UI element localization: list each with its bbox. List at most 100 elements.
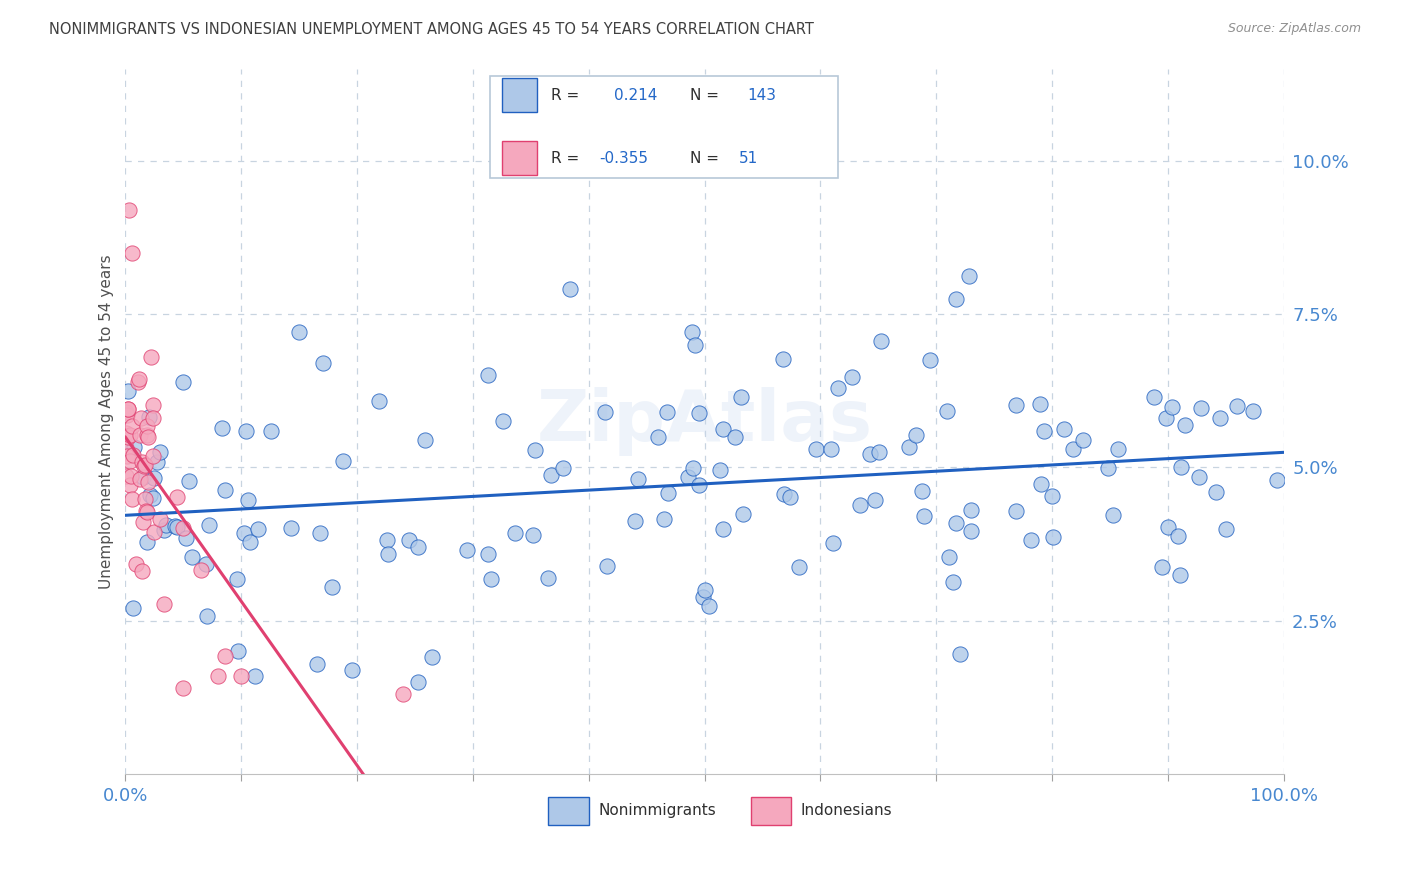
Point [711,523,734,537]
Y-axis label: Unemployment Among Ages 45 to 54 years: Unemployment Among Ages 45 to 54 years [100,254,114,589]
Point [479,572,502,586]
Point [124,440,146,454]
Point [936,404,959,418]
FancyBboxPatch shape [502,141,537,175]
Point [697,599,720,614]
Point [226,644,249,658]
Point [132,470,155,484]
Point [682,326,704,340]
Point [558,282,581,296]
Point [942,574,965,589]
Point [136,430,159,444]
Point [121,245,143,260]
Point [477,368,499,382]
Point [181,549,204,564]
Point [406,540,429,554]
Point [1071,433,1094,447]
Point [115,408,138,422]
Point [132,515,155,529]
Point [898,440,921,454]
Point [1053,422,1076,436]
Point [235,425,257,439]
Point [231,669,253,683]
Text: Nonimmigrants: Nonimmigrants [598,803,716,818]
Point [787,560,810,574]
Text: N =: N = [689,87,718,103]
Point [134,458,156,472]
Point [136,504,159,518]
Point [682,460,704,475]
Point [214,648,236,663]
Point [117,384,139,398]
Point [117,430,139,444]
Point [1187,470,1209,484]
Point [477,547,499,561]
Point [136,475,159,489]
Point [149,445,172,459]
Point [1209,411,1232,425]
Point [711,422,734,436]
Point [918,353,941,368]
Point [959,524,981,538]
Point [865,493,887,508]
Point [1042,530,1064,544]
Point [1167,528,1189,542]
Point [225,572,247,586]
Point [280,521,302,535]
Point [688,478,710,492]
Point [115,450,138,464]
Point [398,533,420,547]
Point [142,491,165,505]
Point [1226,399,1249,413]
Text: NONIMMIGRANTS VS INDONESIAN UNEMPLOYMENT AMONG AGES 45 TO 54 YEARS CORRELATION C: NONIMMIGRANTS VS INDONESIAN UNEMPLOYMENT… [49,22,814,37]
Point [841,370,863,384]
Point [491,414,513,428]
Point [115,469,138,483]
Point [142,411,165,425]
Point [627,472,650,486]
Point [1215,522,1237,536]
Point [236,492,259,507]
Point [243,669,266,683]
Point [177,475,200,489]
Point [823,536,845,550]
Point [912,509,935,524]
Point [868,445,890,459]
Point [413,433,436,447]
Point [132,458,155,473]
Point [152,597,174,611]
Point [949,647,972,661]
Point [149,511,172,525]
Point [190,563,212,577]
Point [128,372,150,386]
Point [540,467,562,482]
Point [134,492,156,507]
Point [730,390,752,404]
Text: -0.355: -0.355 [599,151,648,166]
Point [288,325,311,339]
Point [195,608,218,623]
Point [859,447,882,461]
Point [1174,418,1197,433]
Point [456,542,478,557]
Point [121,491,143,506]
Point [117,402,139,417]
Point [145,455,167,469]
Text: Source: ZipAtlas.com: Source: ZipAtlas.com [1227,22,1361,36]
Point [136,534,159,549]
Point [121,419,143,434]
Point [676,469,699,483]
Point [938,549,960,564]
Point [143,471,166,485]
Point [120,428,142,442]
Point [377,547,399,561]
Point [115,425,138,440]
Point [820,442,842,456]
Point [537,571,560,585]
Text: N =: N = [689,151,718,166]
Point [117,401,139,416]
Text: R =: R = [551,151,579,166]
Point [406,675,429,690]
Point [118,454,141,468]
Point [551,461,574,475]
